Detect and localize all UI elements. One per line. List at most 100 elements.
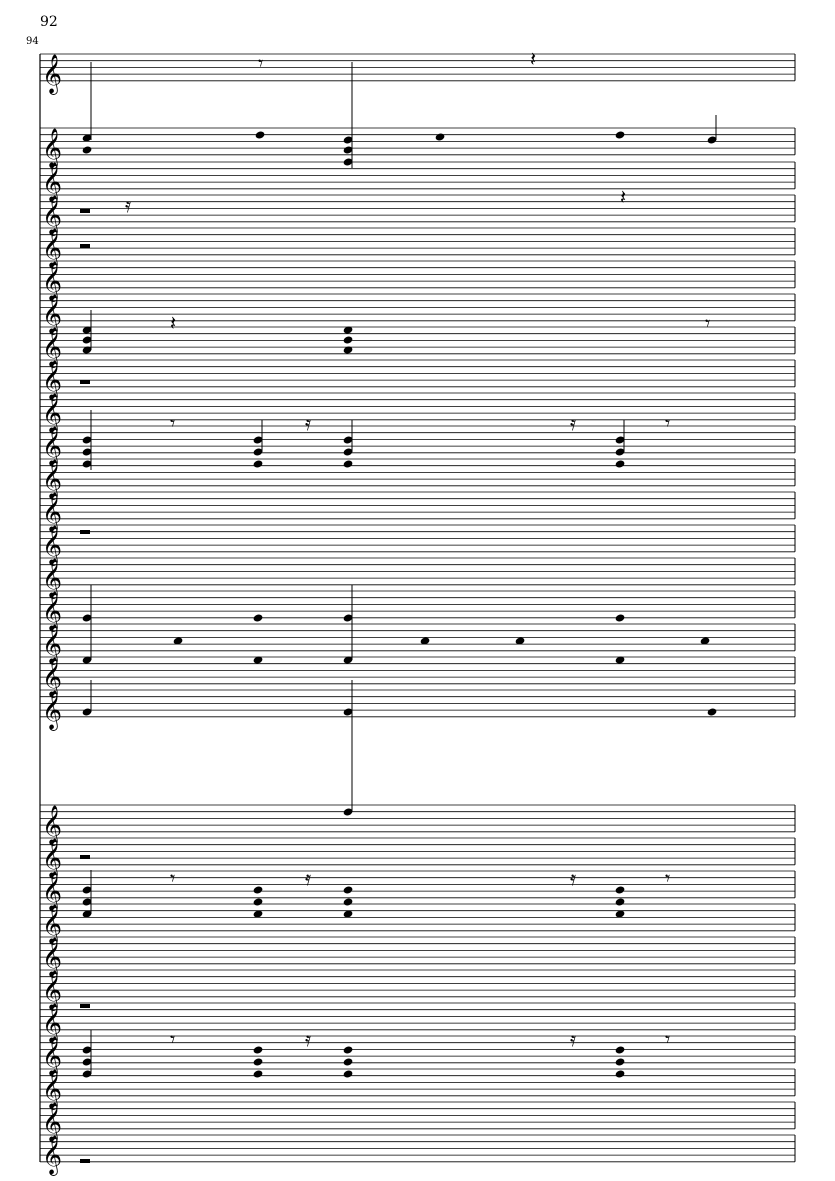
treble-clef-icon: 𝄞 bbox=[42, 294, 62, 335]
treble-clef-icon: 𝄞 bbox=[42, 162, 62, 203]
note-head bbox=[700, 637, 710, 645]
note-head bbox=[615, 886, 625, 894]
rest-icon: 𝄽 bbox=[620, 185, 626, 209]
treble-clef-icon: 𝄞 bbox=[42, 128, 62, 169]
note-head bbox=[343, 146, 353, 154]
whole-rest-icon bbox=[80, 855, 90, 859]
note-head bbox=[82, 886, 92, 894]
treble-clef-icon: 𝄞 bbox=[42, 1102, 62, 1143]
note-head bbox=[420, 637, 430, 645]
note-head bbox=[82, 448, 92, 456]
note-head bbox=[615, 910, 625, 918]
note-head bbox=[615, 460, 625, 468]
note-head bbox=[253, 614, 263, 622]
treble-clef-icon: 𝄞 bbox=[42, 591, 62, 632]
measure-number: 92 bbox=[40, 14, 58, 30]
note-head bbox=[82, 910, 92, 918]
note-head bbox=[253, 1070, 263, 1078]
note-head bbox=[253, 898, 263, 906]
note-head bbox=[435, 133, 445, 141]
note-head bbox=[82, 898, 92, 906]
treble-clef-icon: 𝄞 bbox=[42, 525, 62, 566]
treble-clef-icon: 𝄞 bbox=[42, 228, 62, 269]
rest-icon: 𝄾 bbox=[665, 866, 670, 890]
note-head bbox=[82, 460, 92, 468]
note-head bbox=[82, 708, 92, 716]
treble-clef-icon: 𝄞 bbox=[42, 54, 62, 95]
rest-icon: 𝄾 bbox=[170, 1027, 175, 1051]
treble-clef-icon: 𝄞 bbox=[42, 1069, 62, 1110]
note-head bbox=[343, 614, 353, 622]
note-head bbox=[615, 614, 625, 622]
note-head bbox=[82, 146, 92, 154]
rest-icon: 𝄾 bbox=[665, 1027, 670, 1051]
treble-clef-icon: 𝄞 bbox=[42, 838, 62, 879]
note-head bbox=[615, 448, 625, 456]
note-head bbox=[253, 656, 263, 664]
note-head bbox=[343, 1070, 353, 1078]
note-head bbox=[82, 336, 92, 344]
treble-clef-icon: 𝄞 bbox=[42, 937, 62, 978]
note-head bbox=[82, 134, 92, 142]
note-head bbox=[343, 1058, 353, 1066]
note-head bbox=[615, 436, 625, 444]
note-head bbox=[343, 656, 353, 664]
note-head bbox=[82, 656, 92, 664]
note-head bbox=[707, 708, 717, 716]
treble-clef-icon: 𝄞 bbox=[42, 624, 62, 665]
whole-rest-icon bbox=[80, 244, 90, 248]
rest-icon: 𝄾 bbox=[705, 311, 710, 335]
treble-clef-icon: 𝄞 bbox=[42, 1036, 62, 1077]
treble-clef-icon: 𝄞 bbox=[42, 360, 62, 401]
note-head bbox=[615, 131, 625, 139]
treble-clef-icon: 𝄞 bbox=[42, 1003, 62, 1044]
note-head bbox=[253, 886, 263, 894]
rest-icon: 𝄿 bbox=[305, 1027, 311, 1051]
rest-icon: 𝄾 bbox=[258, 51, 263, 75]
treble-clef-icon: 𝄞 bbox=[42, 871, 62, 912]
note-head bbox=[82, 326, 92, 334]
note-head bbox=[343, 336, 353, 344]
treble-clef-icon: 𝄞 bbox=[42, 459, 62, 500]
note-head bbox=[343, 1046, 353, 1054]
rest-icon: 𝄿 bbox=[305, 866, 311, 890]
rest-icon: 𝄿 bbox=[305, 411, 311, 435]
whole-rest-icon bbox=[80, 1004, 90, 1008]
rest-icon: 𝄾 bbox=[170, 866, 175, 890]
note-head bbox=[255, 131, 265, 139]
note-head bbox=[253, 460, 263, 468]
note-head bbox=[343, 808, 353, 816]
note-head bbox=[343, 448, 353, 456]
note-head bbox=[343, 886, 353, 894]
rest-icon: 𝄿 bbox=[570, 411, 576, 435]
note-head bbox=[615, 1058, 625, 1066]
rest-icon: 𝄾 bbox=[665, 411, 670, 435]
note-head bbox=[343, 136, 353, 144]
whole-rest-icon bbox=[80, 380, 90, 384]
note-head bbox=[253, 436, 263, 444]
note-head bbox=[82, 1070, 92, 1078]
note-head bbox=[343, 910, 353, 918]
rest-icon: 𝄿 bbox=[570, 866, 576, 890]
rest-icon: 𝄿 bbox=[125, 193, 131, 217]
treble-clef-icon: 𝄞 bbox=[42, 492, 62, 533]
rest-icon: 𝄿 bbox=[570, 1027, 576, 1051]
note-head bbox=[173, 637, 183, 645]
note-head bbox=[343, 708, 353, 716]
treble-clef-icon: 𝄞 bbox=[42, 657, 62, 698]
note-head bbox=[343, 326, 353, 334]
measure-number-small: 94 bbox=[26, 36, 39, 47]
note-head bbox=[515, 637, 525, 645]
treble-clef-icon: 𝄞 bbox=[42, 805, 62, 846]
note-head bbox=[615, 656, 625, 664]
note-head bbox=[253, 1046, 263, 1054]
treble-clef-icon: 𝄞 bbox=[42, 327, 62, 368]
note-head bbox=[343, 436, 353, 444]
note-head bbox=[343, 460, 353, 468]
note-head bbox=[82, 436, 92, 444]
rest-icon: 𝄾 bbox=[170, 411, 175, 435]
note-head bbox=[253, 1058, 263, 1066]
treble-clef-icon: 𝄞 bbox=[42, 904, 62, 945]
note-head bbox=[82, 346, 92, 354]
